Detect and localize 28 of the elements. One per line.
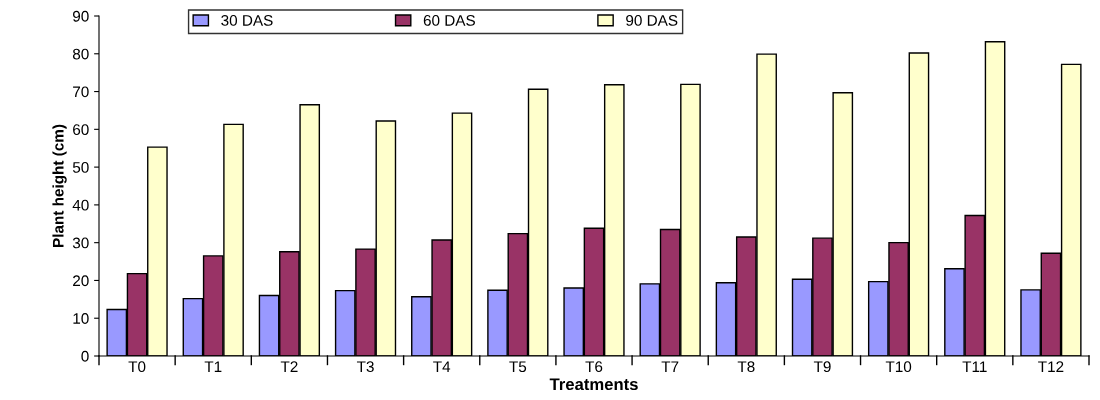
y-tick-label: 60 [73,124,89,136]
x-tick-label: T3 [356,361,374,373]
y-tick-label: 10 [73,313,89,324]
y-axis-title: Plant height (cm) [52,124,67,247]
x-tick-label: T8 [737,361,755,373]
x-tick-label: T7 [661,361,679,372]
y-tick-label: 50 [72,161,89,173]
y-tick-label: 0 [81,350,89,362]
x-axis-title: Treatments [549,378,638,391]
y-tick-label: 40 [72,199,89,211]
x-tick-label: T5 [509,361,527,373]
x-tick-label: T6 [585,361,603,373]
x-tick-label: T11 [962,361,987,372]
y-tick-label: 80 [72,48,89,60]
legend-label: 30 DAS [221,15,273,26]
x-tick-label: T9 [813,361,831,373]
x-tick-label: T12 [1038,361,1064,372]
x-tick-label: T4 [433,361,451,372]
y-tick-label: 20 [73,275,89,287]
y-tick-label: 70 [73,86,89,98]
y-tick-label: 30 [72,237,89,249]
legend-label: 60 DAS [423,15,475,26]
x-tick-label: T10 [885,361,912,373]
x-tick-label: T2 [280,361,298,372]
x-tick-label: T0 [128,361,146,373]
legend-label: 90 DAS [626,15,678,26]
y-tick-label: 90 [73,10,89,22]
x-tick-label: T1 [204,361,222,372]
